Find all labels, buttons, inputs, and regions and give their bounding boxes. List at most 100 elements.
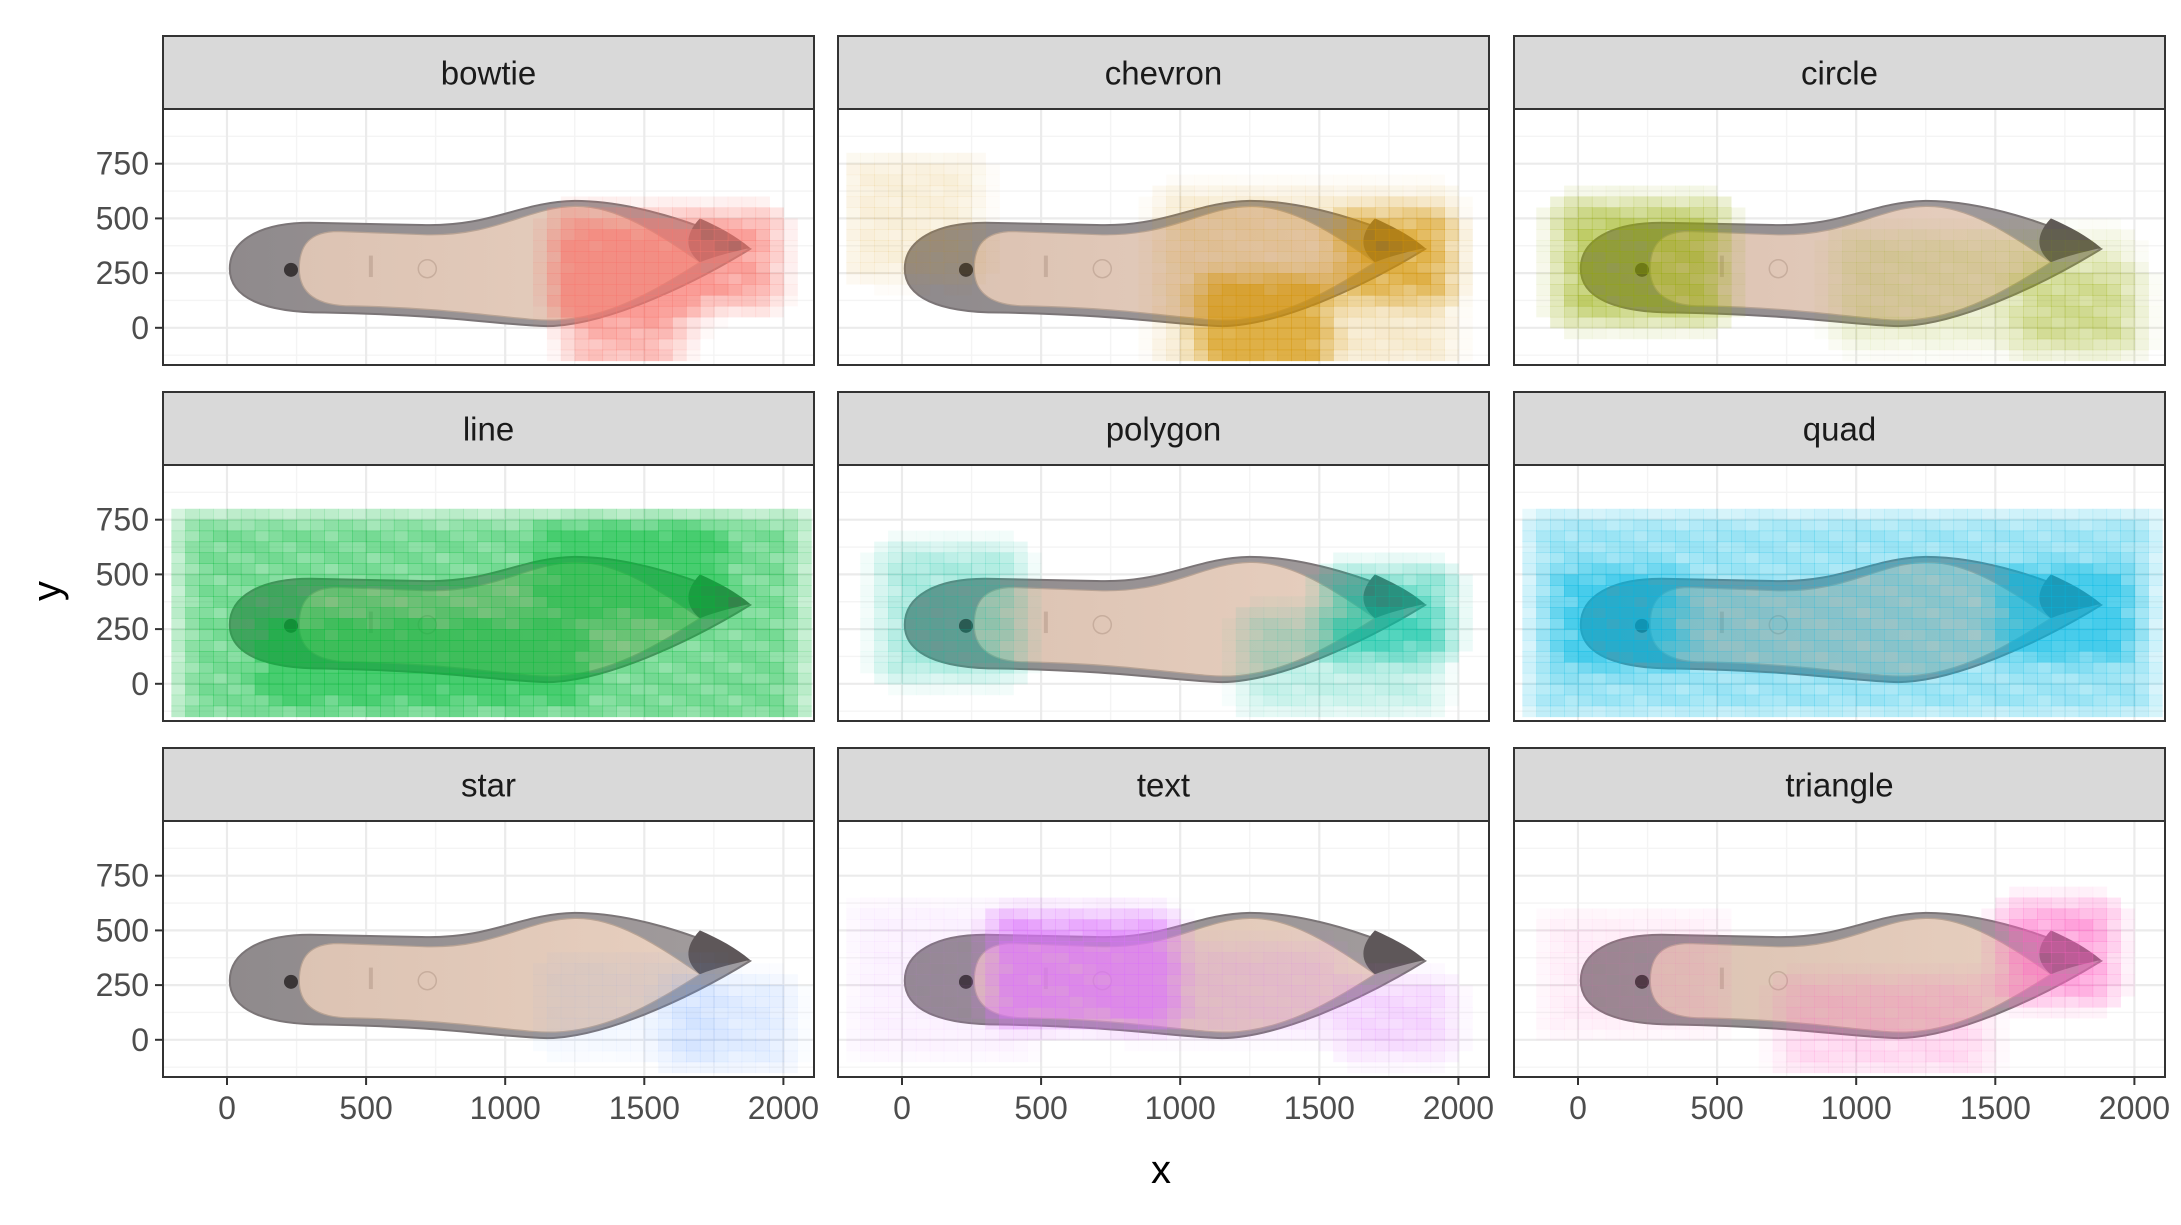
heat-tile — [971, 952, 986, 964]
heat-tile — [658, 1039, 673, 1052]
heat-tile — [1319, 240, 1334, 252]
heat-tile — [616, 963, 631, 975]
heat-tile — [546, 1017, 562, 1030]
heat-tile — [957, 207, 973, 219]
heat-tile — [1647, 908, 1662, 920]
insole-logo-mark — [1719, 255, 1724, 278]
heat-tile — [1550, 229, 1565, 241]
heat-tile — [1925, 596, 1941, 608]
heat-tile — [533, 306, 547, 317]
heat-tile — [2092, 229, 2108, 241]
heat-tile — [1842, 1050, 1857, 1063]
heat-tile — [1897, 519, 1913, 532]
heat-tile — [727, 1050, 743, 1063]
heat-tile — [338, 541, 353, 554]
heat-tile — [1675, 930, 1690, 942]
heat-tile — [1967, 996, 1982, 1008]
heat-tile — [1911, 338, 1927, 351]
heat-tile — [1939, 262, 1955, 274]
heat-tile — [1416, 629, 1432, 641]
heat-tile — [2064, 294, 2080, 307]
heat-tile — [1235, 683, 1251, 696]
heat-tile — [1374, 661, 1390, 674]
heat-tile — [2092, 519, 2108, 532]
heat-tile — [2023, 218, 2037, 229]
heat-tile — [1926, 350, 1940, 361]
heat-tile — [1013, 650, 1028, 663]
heat-tile — [2134, 672, 2149, 685]
heat-tile — [1661, 952, 1676, 964]
heat-tile — [1786, 650, 1802, 663]
heat-tile — [699, 284, 715, 296]
heat-tile — [1953, 305, 1968, 318]
heat-tile — [797, 996, 811, 1007]
heat-tile — [901, 1017, 917, 1030]
heat-tile — [1374, 629, 1390, 641]
heat-tile — [616, 305, 631, 318]
heat-tile — [602, 338, 617, 351]
heat-tile — [1619, 262, 1635, 274]
heat-tile — [1402, 207, 1418, 219]
heat-tile — [1953, 273, 1968, 285]
heat-tile — [1444, 1039, 1459, 1052]
heat-tile — [1152, 262, 1167, 274]
heat-tile — [1319, 629, 1334, 641]
heat-tiles-chevron — [846, 152, 1473, 362]
heat-tile — [560, 229, 576, 241]
heat-tile — [1208, 229, 1223, 241]
heat-tile — [1194, 1028, 1209, 1041]
heat-tile — [1166, 898, 1180, 909]
heat-tile — [1180, 930, 1195, 942]
heat-tile — [699, 963, 715, 975]
heat-tile — [1911, 650, 1927, 663]
heat-tile — [1591, 661, 1607, 674]
heat-tile — [1458, 1006, 1473, 1019]
heat-tile — [874, 163, 889, 176]
heat-tile — [901, 941, 917, 953]
shoe-sole-photo — [1579, 199, 2104, 328]
heat-tile — [366, 661, 381, 674]
heat-tile — [421, 574, 437, 586]
heat-tile — [2050, 974, 2066, 986]
heat-tile — [574, 596, 590, 608]
heat-tile — [1082, 930, 1098, 942]
heat-tile — [1925, 640, 1941, 652]
heat-tile — [929, 185, 945, 198]
heat-tile — [783, 240, 798, 252]
heat-tile — [686, 1028, 701, 1041]
heat-tile — [226, 650, 242, 663]
heat-tile — [783, 1017, 798, 1030]
heat-tile — [1221, 207, 1237, 219]
heat-tile — [1647, 530, 1662, 543]
heat-tile — [755, 552, 770, 564]
heat-tile — [1884, 1028, 1899, 1041]
heat-tile — [1856, 661, 1871, 674]
heat-tile — [1717, 262, 1732, 274]
heat-tile — [915, 185, 931, 198]
heat-tile — [213, 661, 228, 674]
heat-tile — [560, 305, 576, 318]
heat-tile — [1166, 240, 1181, 252]
heat-tile — [943, 273, 959, 285]
heat-tile — [1744, 705, 1760, 718]
heat-tile — [588, 683, 604, 696]
heat-tile — [2148, 541, 2163, 554]
heat-tile — [1772, 996, 1788, 1008]
heat-tile — [226, 629, 242, 641]
heat-tile — [1221, 229, 1237, 241]
heat-tile — [213, 618, 228, 630]
heat-tile — [1222, 1040, 1236, 1051]
heat-tile — [727, 240, 743, 252]
heat-tile — [588, 229, 604, 241]
heat-tile — [2078, 985, 2094, 997]
heat-tile — [769, 705, 784, 718]
heat-tile — [519, 694, 534, 707]
heat-tile — [2092, 650, 2108, 663]
heat-tile — [393, 585, 409, 597]
heat-tile — [616, 1028, 631, 1041]
heat-tile — [2009, 694, 2024, 707]
heat-tile — [546, 574, 562, 586]
heat-tile — [1591, 196, 1607, 208]
heat-tile — [1828, 563, 1843, 575]
